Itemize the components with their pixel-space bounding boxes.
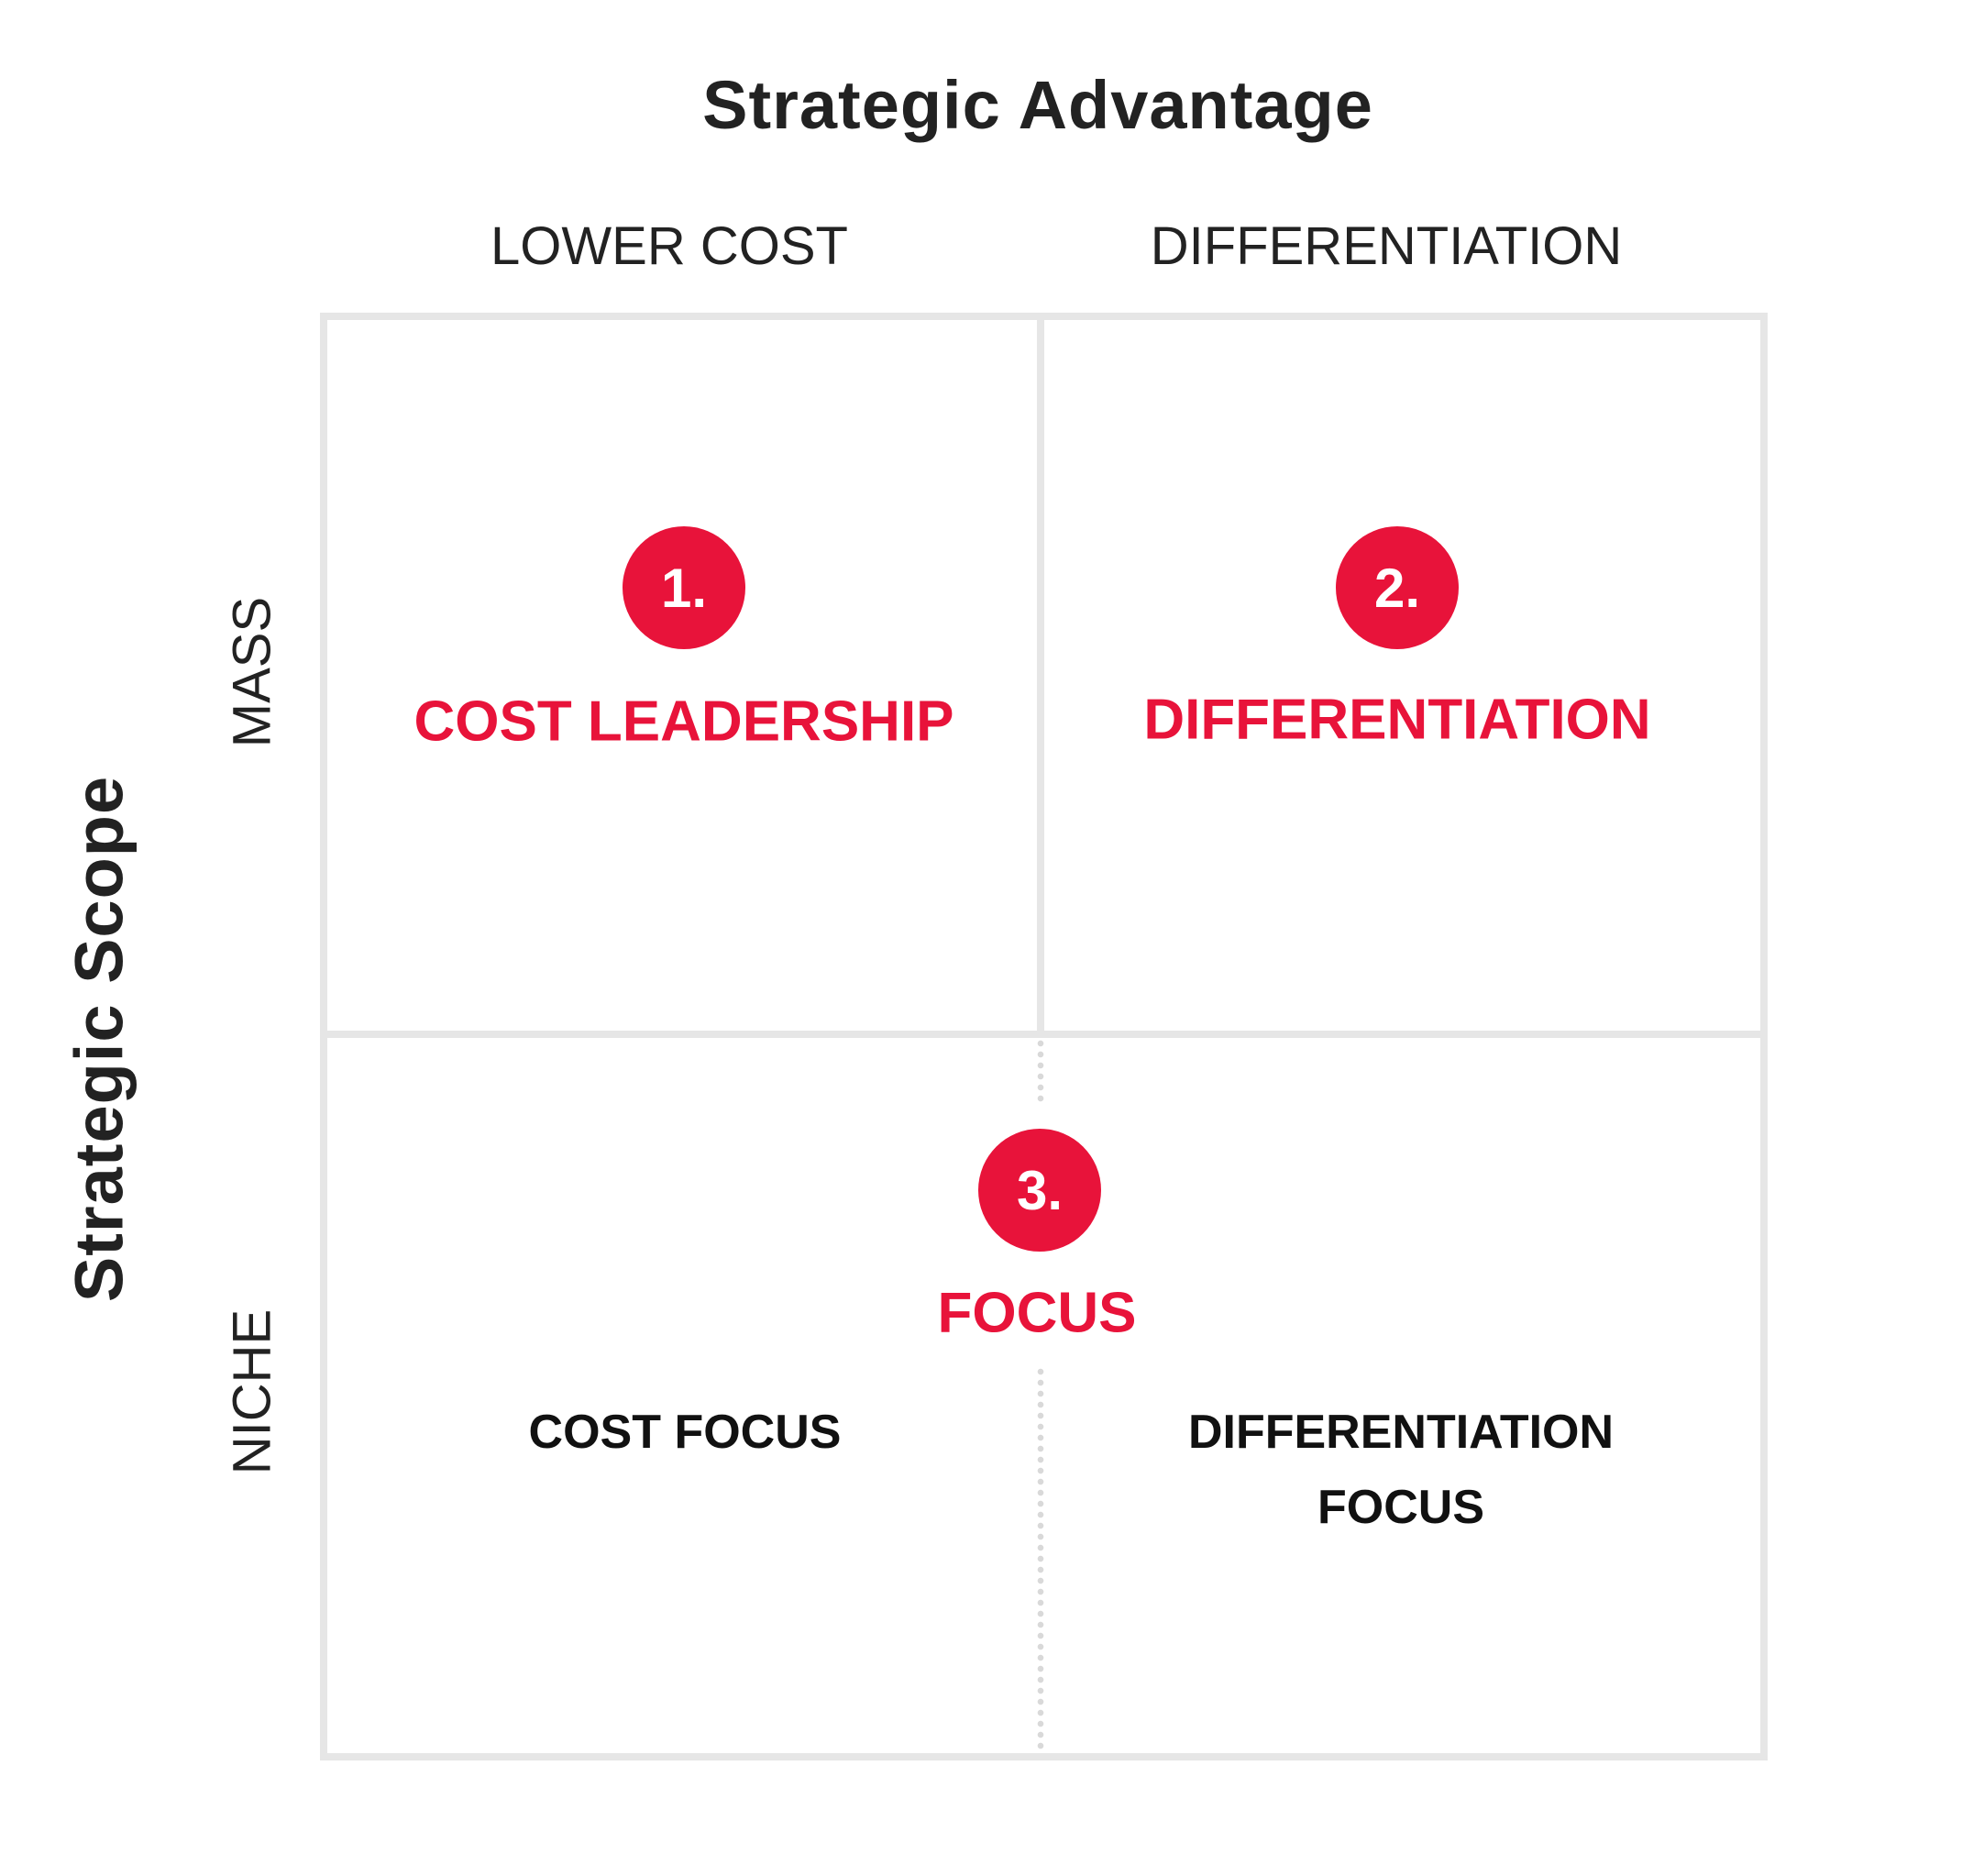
column-label-lower-cost: LOWER COST xyxy=(490,216,848,276)
strategy-name-focus: FOCUS xyxy=(937,1281,1137,1345)
matrix-divider-vertical xyxy=(1037,316,1044,1034)
cost-focus-label: COST FOCUS xyxy=(528,1406,842,1459)
differentiation-focus-line-2: FOCUS xyxy=(1317,1481,1484,1534)
strategy-number-3: 3. xyxy=(1016,1159,1064,1221)
strategy-name-cost-leadership: COST LEADERSHIP xyxy=(413,690,954,754)
strategy-badge-1: 1. xyxy=(623,526,745,649)
dotted-divider-upper xyxy=(1037,1040,1044,1104)
strategy-name-differentiation: DIFFERENTIATION xyxy=(1143,688,1651,752)
y-axis-title: Strategic Scope xyxy=(61,775,138,1303)
strategy-badge-2: 2. xyxy=(1336,526,1459,649)
x-axis-title: Strategic Advantage xyxy=(702,67,1373,143)
differentiation-focus-line-1: DIFFERENTIATION xyxy=(1187,1406,1615,1459)
strategy-badge-3: 3. xyxy=(978,1129,1101,1252)
differentiation-focus-label: DIFFERENTIATION FOCUS xyxy=(1188,1395,1614,1545)
strategy-number-2: 2. xyxy=(1373,557,1421,619)
row-label-mass: MASS xyxy=(222,596,282,748)
row-label-niche: NICHE xyxy=(222,1308,282,1475)
dotted-divider-lower xyxy=(1037,1368,1044,1753)
matrix-divider-horizontal xyxy=(324,1031,1764,1038)
column-label-differentiation: DIFFERENTIATION xyxy=(1150,216,1623,276)
strategy-number-1: 1. xyxy=(660,557,708,619)
